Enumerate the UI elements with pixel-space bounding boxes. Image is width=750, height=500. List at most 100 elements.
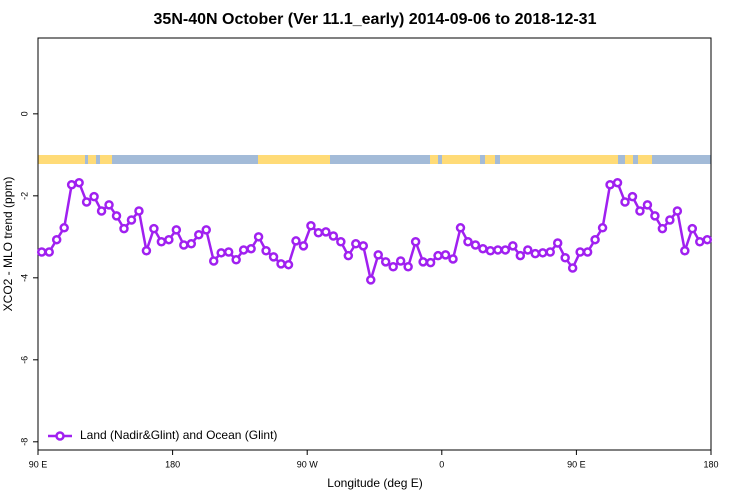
point — [366, 275, 376, 285]
point — [702, 234, 713, 245]
point — [695, 236, 705, 247]
point — [141, 246, 152, 256]
x-tick-label: 90 E — [567, 459, 586, 469]
point — [455, 223, 466, 233]
y-tick-label: -4 — [19, 274, 29, 282]
point — [470, 240, 481, 250]
point — [276, 259, 286, 269]
point — [530, 248, 541, 259]
point — [104, 200, 114, 210]
point — [186, 239, 197, 249]
point — [485, 246, 496, 256]
point — [336, 236, 346, 247]
point — [627, 191, 638, 202]
point — [238, 245, 249, 255]
point — [268, 252, 279, 262]
point — [36, 247, 47, 257]
point — [201, 225, 211, 235]
point — [291, 236, 301, 246]
point — [343, 250, 354, 261]
point — [478, 243, 488, 254]
point — [51, 234, 62, 245]
point — [545, 247, 555, 257]
point — [96, 206, 107, 216]
point — [253, 232, 264, 242]
y-axis-label: XCO2 - MLO trend (ppm) — [1, 177, 15, 312]
point — [590, 234, 600, 245]
chart-title: 35N-40N October (Ver 11.1_early) 2014-09… — [154, 11, 597, 28]
x-tick-label: 90 E — [29, 459, 48, 469]
point — [373, 250, 383, 260]
point — [321, 227, 331, 237]
x-tick-label: 180 — [703, 459, 718, 469]
point — [657, 223, 668, 234]
point — [500, 245, 511, 255]
point — [59, 223, 69, 233]
point — [126, 215, 137, 225]
point — [380, 257, 391, 267]
point — [680, 246, 690, 256]
point — [650, 211, 660, 221]
point — [231, 255, 241, 265]
point — [156, 236, 167, 247]
point — [448, 254, 458, 264]
legend-label: Land (Nadir&Glint) and Ocean (Glint) — [80, 428, 277, 442]
point — [246, 243, 256, 254]
x-axis-label: Longitude (deg E) — [327, 476, 422, 490]
point — [298, 241, 309, 251]
y-tick-label: -2 — [19, 192, 29, 200]
point — [208, 256, 219, 266]
point — [223, 247, 234, 257]
y-tick-label: 0 — [19, 111, 29, 116]
point — [575, 247, 585, 257]
point — [306, 221, 316, 231]
point — [66, 180, 77, 190]
point — [508, 241, 518, 251]
point — [358, 241, 369, 251]
point — [194, 230, 204, 240]
point — [418, 257, 428, 267]
point — [171, 225, 182, 235]
point — [605, 180, 615, 190]
point — [283, 259, 294, 270]
point — [567, 263, 578, 273]
point — [493, 245, 503, 255]
point — [515, 250, 526, 261]
point — [665, 215, 675, 225]
point — [582, 247, 593, 257]
point — [261, 246, 271, 256]
point — [395, 256, 406, 266]
legend-marker — [55, 431, 65, 441]
point — [612, 177, 623, 188]
series-line — [41, 181, 708, 285]
point — [410, 236, 421, 247]
point — [89, 191, 99, 202]
point — [149, 223, 159, 234]
point — [425, 257, 436, 268]
plot-frame — [37, 37, 712, 451]
point — [328, 231, 339, 241]
x-tick-label: 90 W — [297, 459, 319, 469]
point — [597, 223, 608, 233]
point — [538, 248, 548, 258]
point — [552, 238, 563, 248]
point — [403, 262, 413, 272]
y-tick-label: -6 — [19, 356, 29, 364]
point — [620, 197, 630, 207]
point — [119, 223, 129, 234]
point — [81, 197, 92, 207]
point — [313, 227, 324, 238]
y-tick-label: -8 — [19, 438, 29, 446]
point — [433, 250, 443, 261]
point — [44, 247, 54, 257]
x-tick-label: 0 — [439, 459, 444, 469]
point — [134, 206, 144, 216]
point — [440, 250, 451, 260]
point — [642, 200, 653, 210]
point — [351, 239, 361, 249]
land-ocean-strip — [38, 155, 711, 164]
point — [179, 240, 189, 250]
point — [388, 262, 398, 272]
point — [523, 245, 533, 255]
